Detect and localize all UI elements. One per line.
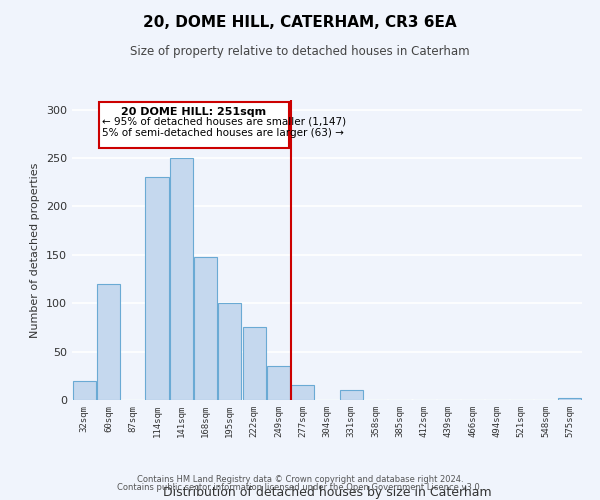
Bar bbox=[170, 158, 193, 400]
Bar bbox=[97, 284, 120, 400]
Text: ← 95% of detached houses are smaller (1,147): ← 95% of detached houses are smaller (1,… bbox=[103, 116, 346, 126]
Text: 5% of semi-detached houses are larger (63) →: 5% of semi-detached houses are larger (6… bbox=[103, 128, 344, 138]
X-axis label: Distribution of detached houses by size in Caterham: Distribution of detached houses by size … bbox=[163, 486, 491, 498]
Bar bbox=[559, 398, 581, 400]
Bar bbox=[194, 257, 217, 400]
Text: Size of property relative to detached houses in Caterham: Size of property relative to detached ho… bbox=[130, 45, 470, 58]
Bar bbox=[242, 328, 266, 400]
Y-axis label: Number of detached properties: Number of detached properties bbox=[31, 162, 40, 338]
Text: 20, DOME HILL, CATERHAM, CR3 6EA: 20, DOME HILL, CATERHAM, CR3 6EA bbox=[143, 15, 457, 30]
Bar bbox=[340, 390, 363, 400]
Text: Contains public sector information licensed under the Open Government Licence v3: Contains public sector information licen… bbox=[118, 484, 482, 492]
Bar bbox=[291, 386, 314, 400]
Bar bbox=[218, 303, 241, 400]
Text: 20 DOME HILL: 251sqm: 20 DOME HILL: 251sqm bbox=[121, 107, 266, 117]
FancyBboxPatch shape bbox=[99, 102, 289, 148]
Bar bbox=[145, 178, 169, 400]
Bar bbox=[73, 380, 95, 400]
Bar bbox=[267, 366, 290, 400]
Text: Contains HM Land Registry data © Crown copyright and database right 2024.: Contains HM Land Registry data © Crown c… bbox=[137, 475, 463, 484]
